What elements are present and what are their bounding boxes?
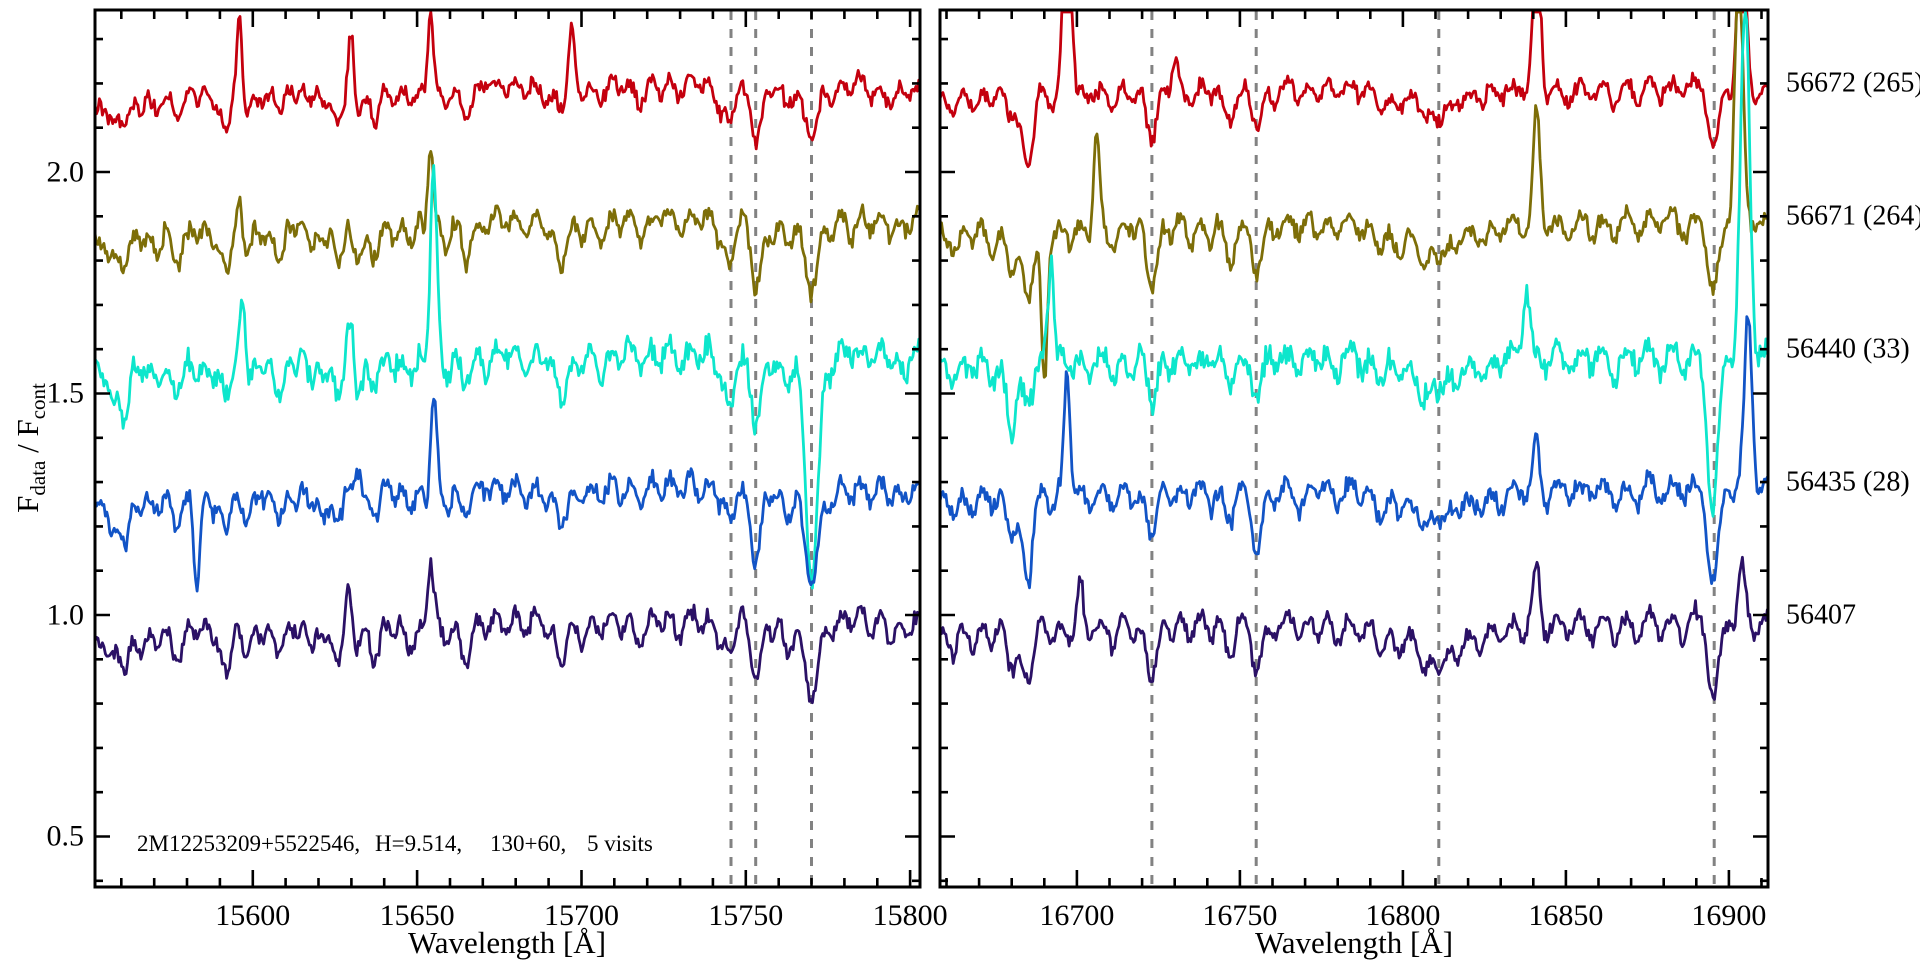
annotation-target-id: 2M12253209+5522546, [137, 831, 360, 856]
y-axis-title-f: F [10, 496, 45, 513]
y-tick-label-1.5: 1.5 [47, 377, 85, 410]
spectrum-line-56407 [93, 557, 921, 705]
x-tick-label-15700: 15700 [544, 899, 619, 932]
axis-ticks-panel-1 [95, 10, 920, 887]
spectrum-line-56671 [93, 150, 921, 304]
y-axis-title-sub-cont: cont [26, 383, 50, 419]
plot-render-root: 15600 15650 15700 15750 15800 16700 16750 16800… [93, 8, 1770, 932]
y-axis-title-sub-data: data [26, 460, 50, 496]
x-tick-label-15600: 15600 [215, 899, 290, 932]
spectrum-line-56672 [93, 10, 921, 151]
spectrum-line-56440 [938, 10, 1769, 518]
annotation-nvisits: 5 visits [587, 831, 653, 856]
x-tick-label-16800: 16800 [1365, 899, 1440, 932]
visit-label-56440: 56440 (33) [1786, 334, 1910, 365]
annotation-hmag: H=9.514, [375, 831, 462, 856]
axis-titles: Wavelength [Å] Wavelength [Å] Fdata / Fc… [10, 383, 1453, 960]
x-tick-label-16850: 16850 [1528, 899, 1603, 932]
y-axis-title: Fdata / Fcont [10, 383, 50, 513]
spectrum-line-56435 [938, 315, 1769, 590]
x-tick-label-16700: 16700 [1039, 899, 1114, 932]
visit-label-56435: 56435 (28) [1786, 467, 1910, 498]
x-tick-label-15650: 15650 [380, 899, 455, 932]
spectrum-line-56671 [938, 10, 1769, 379]
y-tick-labels: 2.0 1.5 1.0 0.5 [47, 156, 85, 853]
spectrum-line-56672 [938, 10, 1769, 169]
y-tick-label-0.5: 0.5 [47, 820, 85, 853]
x-axis-title-left: Wavelength [Å] [408, 925, 606, 960]
target-annotation: 2M12253209+5522546, H=9.514, 130+60, 5 v… [137, 831, 653, 856]
visit-labels: 56672 (265) 56671 (264) 56440 (33) 56435… [1786, 68, 1920, 631]
y-tick-label-2.0: 2.0 [47, 156, 85, 189]
x-tick-label-15800: 15800 [873, 899, 948, 932]
axis-ticks-panel-2 [940, 10, 1768, 887]
x-tick-label-16900: 16900 [1691, 899, 1766, 932]
x-tick-label-15750: 15750 [708, 899, 783, 932]
visit-label-56407: 56407 [1786, 600, 1856, 631]
panel-frame-2 [938, 8, 1770, 889]
x-axis-title-right: Wavelength [Å] [1255, 925, 1453, 960]
visit-label-56672: 56672 (265) [1786, 68, 1920, 99]
spectrum-line-56440 [93, 164, 921, 590]
spectrum-line-56407 [938, 555, 1769, 701]
annotation-field: 130+60, [490, 831, 566, 856]
x-tick-label-16750: 16750 [1202, 899, 1277, 932]
panel-frame-1 [93, 8, 922, 889]
spectrum-line-56435 [93, 397, 921, 593]
visit-label-56671: 56671 (264) [1786, 201, 1920, 232]
y-tick-label-1.0: 1.0 [47, 599, 85, 632]
y-axis-title-slash: / F [10, 419, 45, 460]
